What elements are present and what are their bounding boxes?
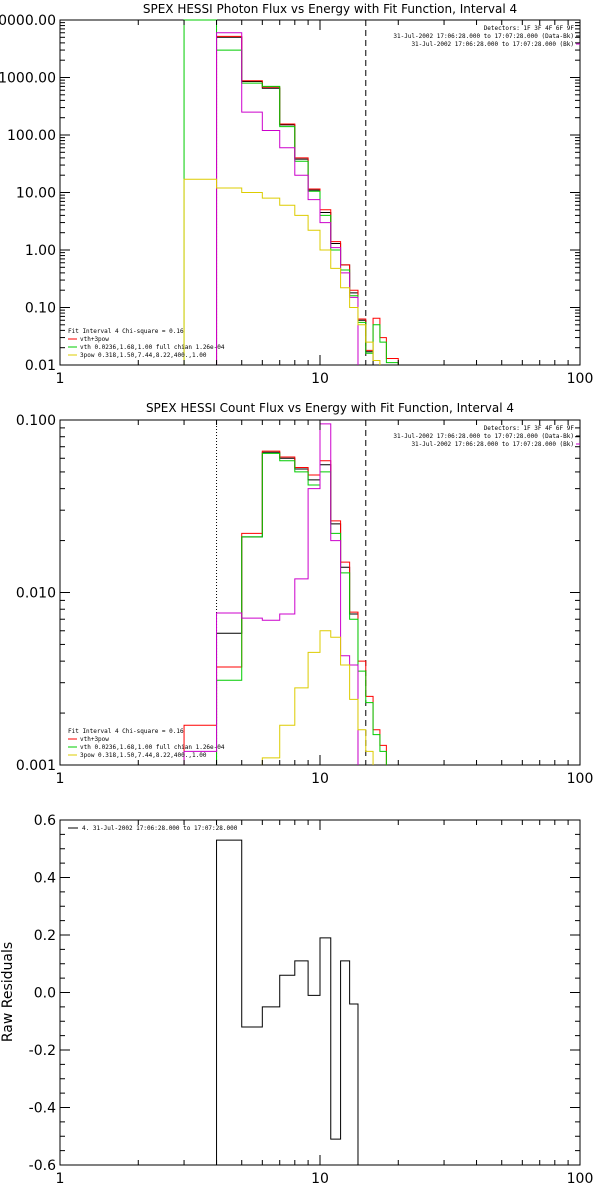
x-tick-label: 100 xyxy=(567,1171,594,1187)
legend-bottom-entry: vth+3pow xyxy=(80,736,109,743)
legend-top-entry: 31-Jul-2002 17:06:28.000 to 17:07:28.000… xyxy=(411,441,574,448)
legend-bottom-entry: vth 0.0236,1.68,1.00 full chian 1.26e-04 xyxy=(80,344,225,351)
photon-flux-chart: SPEX HESSI Photon Flux vs Energy with Fi… xyxy=(0,2,593,387)
y-tick-label: 0.100 xyxy=(16,413,56,429)
photon-flux-title: SPEX HESSI Photon Flux vs Energy with Fi… xyxy=(143,2,517,16)
y-tick-label: 0.001 xyxy=(16,758,56,774)
y-tick-label: 1.00 xyxy=(25,243,56,259)
legend-top-entry: Detectors: 1F 3F 4F 6F 9F xyxy=(484,425,575,432)
x-tick-label: 1 xyxy=(56,771,65,787)
y-tick-label: 0.2 xyxy=(34,928,56,944)
y-tick-label: -0.4 xyxy=(29,1101,56,1117)
legend-top-entry: 31-Jul-2002 17:06:28.000 to 17:07:28.000… xyxy=(393,33,574,40)
series-line xyxy=(216,35,399,365)
y-tick-label: 0.01 xyxy=(25,358,56,374)
legend-bottom-entry: 3pow 0.318,1.50,7.44,8.22,400.,1.00 xyxy=(80,352,207,359)
legend-top-entry: Detectors: 1F 3F 4F 6F 9F xyxy=(484,25,575,32)
y-tick-label: 10.00 xyxy=(16,186,56,202)
x-tick-label: 100 xyxy=(567,371,594,387)
legend-bottom-entry: Fit Interval 4 Chi-square = 0.16 xyxy=(68,728,184,735)
x-tick-label: 1 xyxy=(56,1171,65,1187)
series-line xyxy=(216,32,359,365)
x-tick-label: 10 xyxy=(311,771,329,787)
x-tick-label: 10 xyxy=(311,1171,329,1187)
series-line xyxy=(216,839,359,1165)
residuals-chart: Raw Residuals 4. 31-Jul-2002 17:06:28.00… xyxy=(0,813,593,1187)
x-tick-label: 10 xyxy=(311,371,329,387)
series-line xyxy=(216,451,359,765)
y-tick-label: 0.10 xyxy=(25,301,56,317)
x-tick-label: 100 xyxy=(567,771,594,787)
residuals-y-axis-label: Raw Residuals xyxy=(0,942,16,1042)
y-tick-label: -0.2 xyxy=(29,1043,56,1059)
y-tick-label: 10000.00 xyxy=(0,13,56,29)
series-line xyxy=(183,178,381,365)
legend-bottom-entry: vth+3pow xyxy=(80,336,109,343)
count-flux-title: SPEX HESSI Count Flux vs Energy with Fit… xyxy=(146,401,514,415)
legend-top-entry: 31-Jul-2002 17:06:28.000 to 17:07:28.000… xyxy=(393,433,574,440)
y-tick-label: 0.0 xyxy=(34,986,56,1002)
y-tick-label: 0.6 xyxy=(34,813,56,829)
legend-bottom-entry: 3pow 0.318,1.50,7.44,8.22,400.,1.00 xyxy=(80,752,207,759)
y-tick-label: 0.010 xyxy=(16,586,56,602)
series-line xyxy=(183,450,387,765)
legend-bottom-entry: Fit Interval 4 Chi-square = 0.16 xyxy=(68,328,184,335)
series-line xyxy=(216,36,374,365)
y-tick-label: -0.6 xyxy=(29,1158,56,1174)
y-tick-label: 0.4 xyxy=(34,871,56,887)
series-line xyxy=(261,630,374,765)
count-flux-chart: SPEX HESSI Count Flux vs Energy with Fit… xyxy=(16,401,593,787)
series-line xyxy=(183,423,359,765)
x-tick-label: 1 xyxy=(56,371,65,387)
legend-top-entry: 31-Jul-2002 17:06:28.000 to 17:07:28.000… xyxy=(411,41,574,48)
legend-bottom-entry: vth 0.0236,1.68,1.00 full chian 1.26e-04 xyxy=(80,744,225,751)
series-line xyxy=(216,452,387,765)
legend-top-entry: 4. 31-Jul-2002 17:06:28.000 to 17:07:28.… xyxy=(82,825,238,832)
y-tick-label: 100.00 xyxy=(7,128,56,144)
y-tick-label: 1000.00 xyxy=(0,71,56,87)
